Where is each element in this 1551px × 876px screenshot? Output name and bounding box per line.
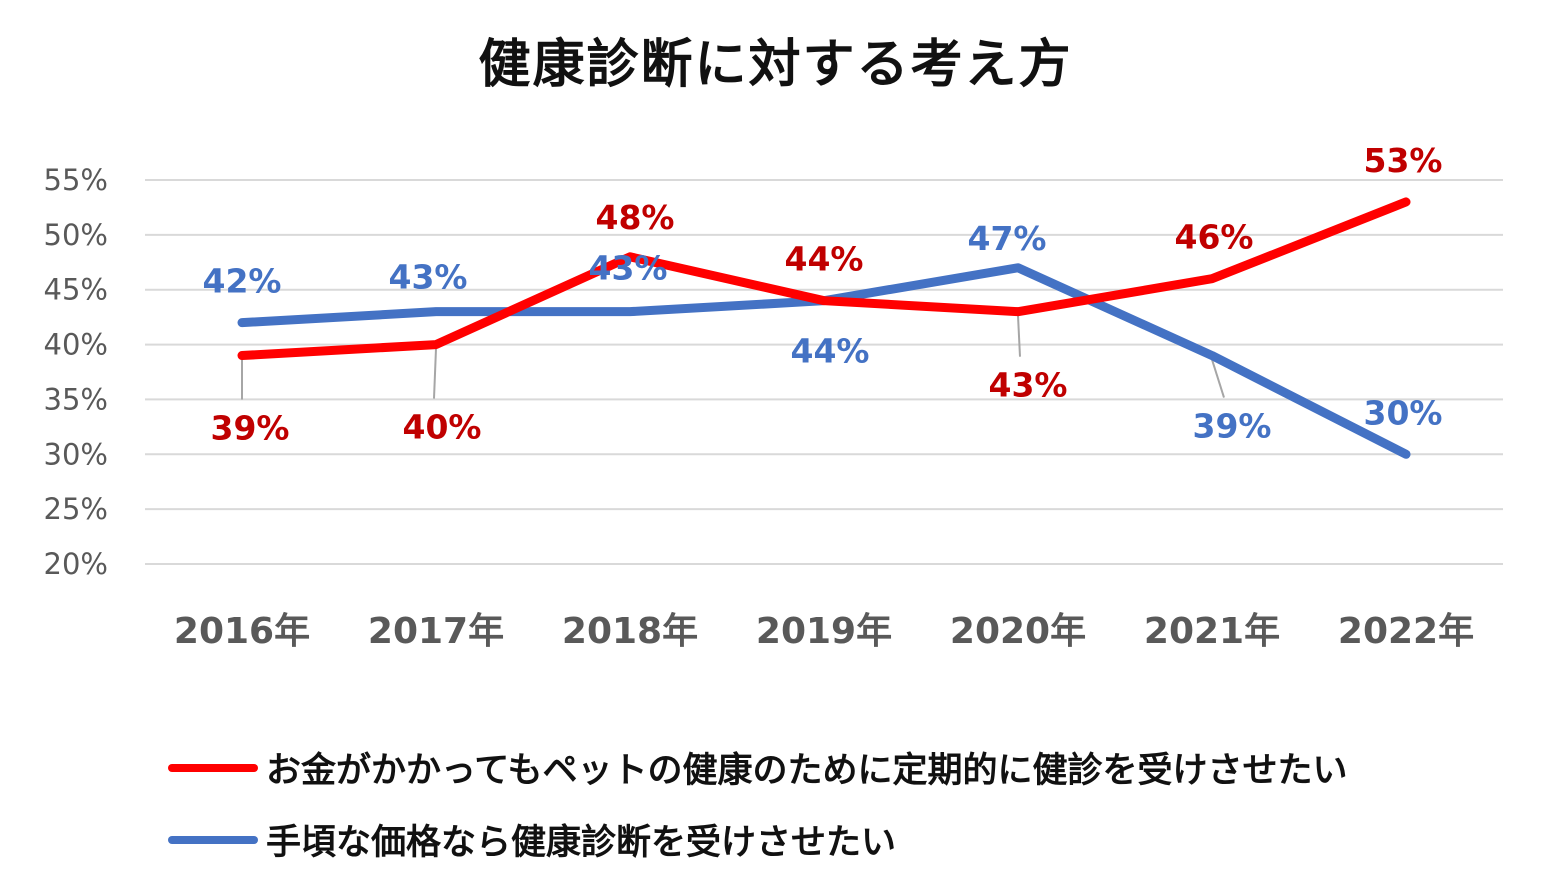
series-line-red [237,197,1411,361]
x-tick-label: 2020年 [950,611,1086,652]
data-label-blue: 47% [968,219,1047,258]
x-axis-ticks: 2016年 2017年 2018年 2019年 2020年 2021年 2022年 [174,611,1474,652]
x-tick-label: 2017年 [368,611,504,652]
data-label-blue: 43% [389,258,468,297]
legend-label-blue: 手頃な価格なら健康診断を受けさせたい [266,823,897,863]
data-labels: 39% 40% 48% 44% 43% 46% 53% 42% 43% 43% 44% 47% 39% 3… [203,141,1443,448]
data-label-red: 40% [403,408,482,447]
x-tick-label: 2021年 [1144,611,1280,652]
data-label-blue: 39% [1193,407,1272,446]
y-tick-label: 25% [44,492,108,526]
y-axis-ticks: 55% 50% 45% 40% 35% 30% 25% 20% [44,163,108,581]
data-label-red: 48% [596,198,675,237]
legend-swatch-blue [168,835,258,844]
line-chart: 55% 50% 45% 40% 35% 30% 25% 20% 2016年 2017年 2018年… [44,141,1503,652]
y-tick-label: 40% [44,328,108,362]
y-tick-label: 55% [44,163,108,197]
data-label-blue: 43% [589,249,668,288]
y-tick-label: 20% [44,547,108,581]
leader-line [1211,359,1225,398]
chart-title: 健康診断に対する考え方 [478,35,1073,95]
legend-item-red: お金がかかってもペットの健康のために定期的に健診を受けさせたい [168,742,1348,793]
data-label-red: 46% [1175,218,1254,257]
data-label-red: 43% [989,366,1068,405]
x-tick-label: 2019年 [756,611,892,652]
data-label-blue: 44% [791,332,870,371]
y-tick-label: 35% [44,382,108,416]
y-tick-label: 45% [44,273,108,307]
x-tick-label: 2022年 [1338,611,1474,652]
x-tick-label: 2018年 [562,611,698,652]
leader-line [433,348,437,399]
y-tick-label: 30% [44,437,108,471]
data-label-red: 53% [1364,141,1443,180]
x-tick-label: 2016年 [174,611,310,652]
data-label-blue: 30% [1364,393,1443,432]
legend-label-red: お金がかかってもペットの健康のために定期的に健診を受けさせたい [266,751,1348,791]
leader-line [1017,315,1021,357]
gridlines [145,179,1503,565]
legend-swatch-red [168,763,258,772]
y-tick-label: 50% [44,218,108,252]
data-label-red: 39% [211,409,290,448]
data-label-red: 44% [785,240,864,279]
legend-item-blue: 手頃な価格なら健康診断を受けさせたい [168,814,896,865]
series-lines [237,197,1411,459]
data-label-blue: 42% [203,262,282,301]
leader-lines [241,315,1225,400]
